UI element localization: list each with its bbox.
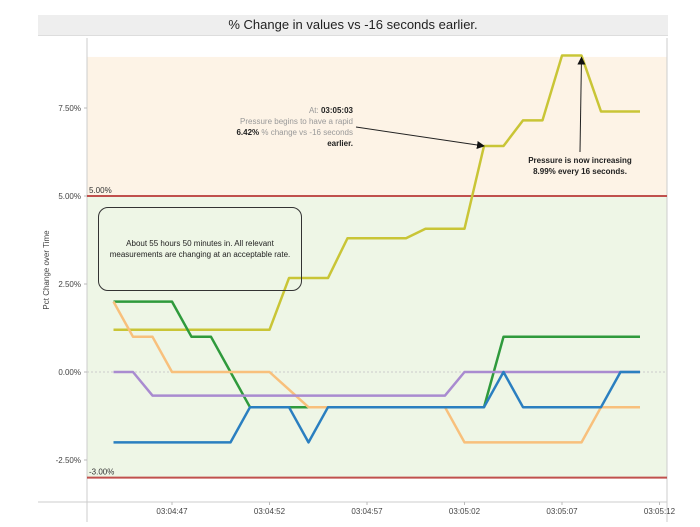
series-blue <box>113 370 640 444</box>
a1-line4: earlier. <box>327 139 353 148</box>
threshold-label: 5.00% <box>89 186 112 195</box>
annotation-arrow <box>577 56 586 153</box>
a1-prefix: At: <box>308 106 321 115</box>
a1-line3: % change vs -16 seconds <box>259 128 353 137</box>
note-text: About 55 hours 50 minutes in. All releva… <box>109 239 291 259</box>
rapid-change-annotation: At: 03:05:03 Pressure begins to have a r… <box>180 105 353 149</box>
y-tick-label: 7.50% <box>58 104 81 113</box>
a1-line2: Pressure begins to have a rapid <box>240 117 353 126</box>
chart-title: % Change in values vs -16 seconds earlie… <box>38 15 668 36</box>
increasing-annotation: Pressure is now increasing 8.99% every 1… <box>505 155 655 177</box>
x-tick-label: 03:04:47 <box>156 507 188 516</box>
threshold-label: -3.00% <box>89 468 114 477</box>
series-purple <box>113 370 640 397</box>
x-tick-label: 03:05:02 <box>449 507 481 516</box>
acceptable-rate-note: About 55 hours 50 minutes in. All releva… <box>98 207 302 291</box>
y-tick-label: 2.50% <box>58 280 81 289</box>
a2-line1: Pressure is now increasing <box>528 156 632 165</box>
x-tick-label: 03:05:12 <box>644 507 676 516</box>
a2-line2: 8.99% every 16 seconds. <box>533 167 627 176</box>
x-tick-label: 03:04:52 <box>254 507 286 516</box>
y-tick-label: 0.00% <box>58 368 81 377</box>
band-0 <box>87 56 667 197</box>
annotation-arrow <box>355 126 485 149</box>
x-tick-label: 03:05:07 <box>546 507 578 516</box>
a1-pct: 6.42% <box>236 128 260 137</box>
a1-time: 03:05:03 <box>320 106 353 115</box>
y-axis-label: Pct Change over Time <box>42 230 51 310</box>
x-tick-label: 03:04:57 <box>351 507 383 516</box>
series-pressure <box>113 54 640 332</box>
y-tick-label: -2.50% <box>56 456 81 465</box>
y-tick-label: 5.00% <box>58 192 81 201</box>
